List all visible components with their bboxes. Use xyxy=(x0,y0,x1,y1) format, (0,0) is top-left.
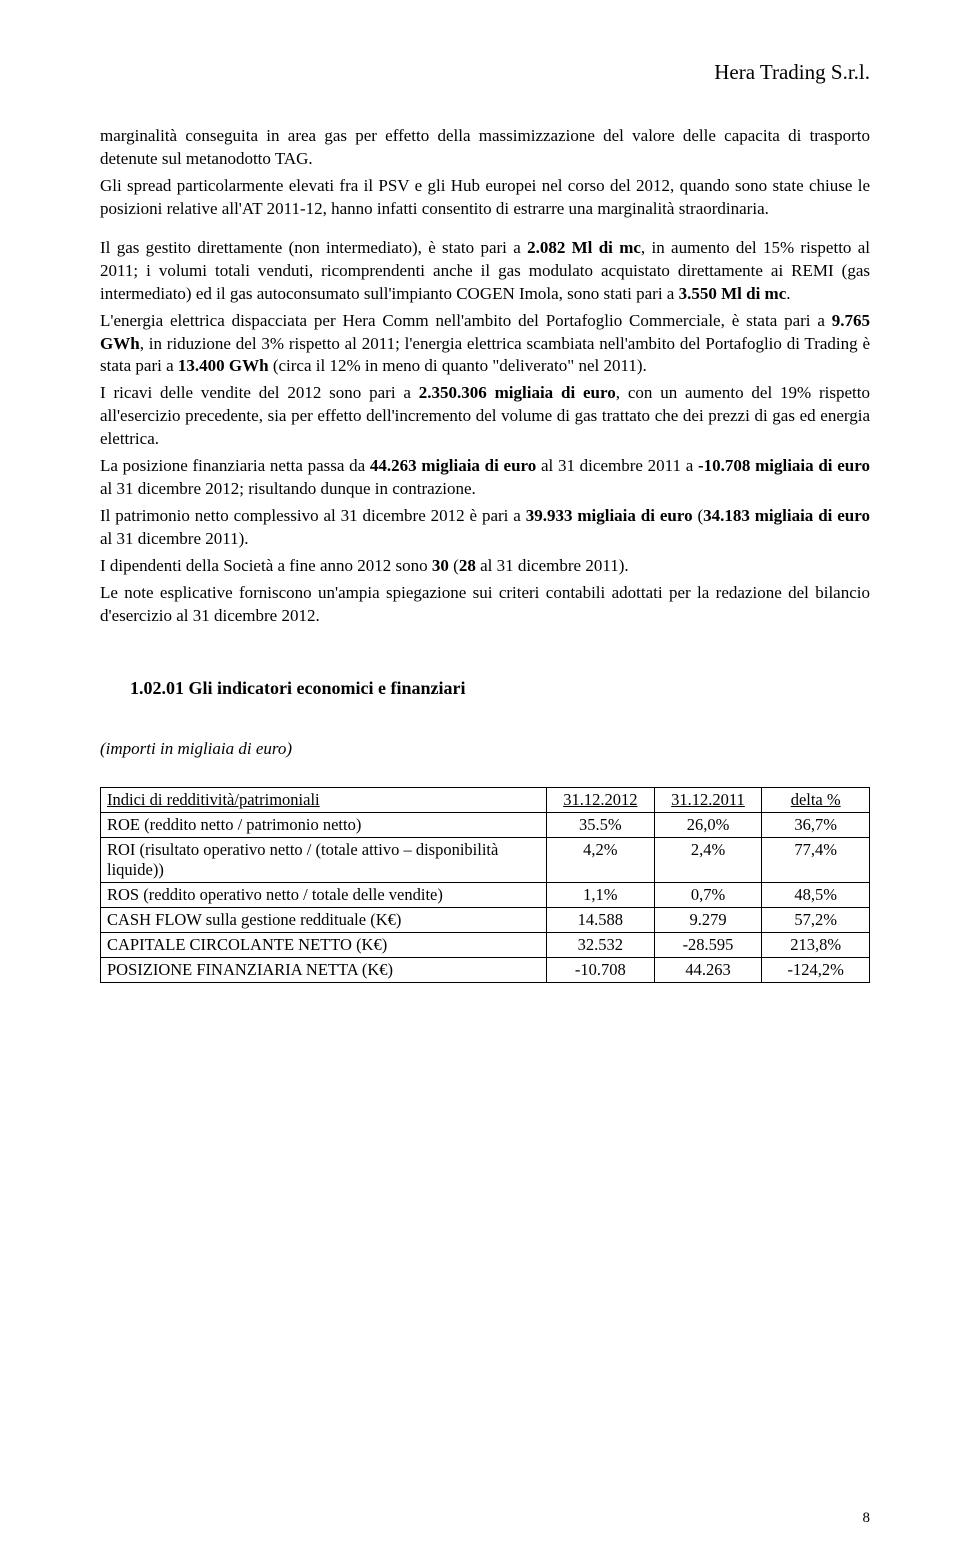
paragraph-6: La posizione finanziaria netta passa da … xyxy=(100,455,870,501)
value-equity-2012: 39.933 migliaia di euro xyxy=(526,506,693,525)
paragraph-9: Le note esplicative forniscono un'ampia … xyxy=(100,582,870,628)
cell-value: -28.595 xyxy=(654,932,762,957)
text: al 31 dicembre 2011). xyxy=(476,556,629,575)
text: I ricavi delle vendite del 2012 sono par… xyxy=(100,383,419,402)
table-header-row: Indici di redditività/patrimoniali 31.12… xyxy=(101,787,870,812)
text: La posizione finanziaria netta passa da xyxy=(100,456,370,475)
cell-label: ROI (risultato operativo netto / (totale… xyxy=(101,837,547,882)
cell-label: POSIZIONE FINANZIARIA NETTA (K€) xyxy=(101,957,547,982)
cell-value: 48,5% xyxy=(762,882,870,907)
paragraph-8: I dipendenti della Società a fine anno 2… xyxy=(100,555,870,578)
cell-value: 57,2% xyxy=(762,907,870,932)
cell-label: ROE (reddito netto / patrimonio netto) xyxy=(101,812,547,837)
table-row: ROS (reddito operativo netto / totale de… xyxy=(101,882,870,907)
text: I dipendenti della Società a fine anno 2… xyxy=(100,556,432,575)
paragraph-2: Gli spread particolarmente elevati fra i… xyxy=(100,175,870,221)
value-energy-trading: 13.400 GWh xyxy=(178,356,269,375)
header-col3: delta % xyxy=(762,787,870,812)
cell-value: 14.588 xyxy=(547,907,655,932)
cell-value: 35.5% xyxy=(547,812,655,837)
table-row: POSIZIONE FINANZIARIA NETTA (K€) -10.708… xyxy=(101,957,870,982)
cell-label: CAPITALE CIRCOLANTE NETTO (K€) xyxy=(101,932,547,957)
value-equity-2011: 34.183 migliaia di euro xyxy=(703,506,870,525)
cell-value: 36,7% xyxy=(762,812,870,837)
value-gas-total: 3.550 Ml di mc xyxy=(679,284,787,303)
table-row: ROE (reddito netto / patrimonio netto) 3… xyxy=(101,812,870,837)
cell-label: CASH FLOW sulla gestione reddituale (K€) xyxy=(101,907,547,932)
text: Il patrimonio netto complessivo al 31 di… xyxy=(100,506,526,525)
section-heading: 1.02.01 Gli indicatori economici e finan… xyxy=(130,678,870,699)
indices-table: Indici di redditività/patrimoniali 31.12… xyxy=(100,787,870,983)
table-row: ROI (risultato operativo netto / (totale… xyxy=(101,837,870,882)
company-header: Hera Trading S.r.l. xyxy=(100,60,870,85)
text: ( xyxy=(693,506,704,525)
header-col2: 31.12.2011 xyxy=(654,787,762,812)
cell-value: 213,8% xyxy=(762,932,870,957)
value-employees-2012: 30 xyxy=(432,556,449,575)
text: . xyxy=(786,284,790,303)
cell-value: 77,4% xyxy=(762,837,870,882)
paragraph-3: Il gas gestito direttamente (non interme… xyxy=(100,237,870,306)
text: al 31 dicembre 2011). xyxy=(100,529,249,548)
cell-value: 0,7% xyxy=(654,882,762,907)
paragraph-4: L'energia elettrica dispacciata per Hera… xyxy=(100,310,870,379)
text: al 31 dicembre 2011 a xyxy=(536,456,698,475)
cell-value: 4,2% xyxy=(547,837,655,882)
cell-value: -10.708 xyxy=(547,957,655,982)
table-row: CASH FLOW sulla gestione reddituale (K€)… xyxy=(101,907,870,932)
paragraph-7: Il patrimonio netto complessivo al 31 di… xyxy=(100,505,870,551)
table-note: (importi in migliaia di euro) xyxy=(100,739,870,759)
text: L'energia elettrica dispacciata per Hera… xyxy=(100,311,832,330)
text: ( xyxy=(449,556,459,575)
cell-value: 9.279 xyxy=(654,907,762,932)
text: Il gas gestito direttamente (non interme… xyxy=(100,238,527,257)
value-revenue: 2.350.306 migliaia di euro xyxy=(419,383,616,402)
value-employees-2011: 28 xyxy=(459,556,476,575)
header-label: Indici di redditività/patrimoniali xyxy=(101,787,547,812)
text: al 31 dicembre 2012; risultando dunque i… xyxy=(100,479,476,498)
value-pfn-2012: -10.708 migliaia di euro xyxy=(698,456,870,475)
table-row: CAPITALE CIRCOLANTE NETTO (K€) 32.532 -2… xyxy=(101,932,870,957)
cell-value: -124,2% xyxy=(762,957,870,982)
paragraph-5: I ricavi delle vendite del 2012 sono par… xyxy=(100,382,870,451)
value-pfn-2011: 44.263 migliaia di euro xyxy=(370,456,536,475)
body-text: marginalità conseguita in area gas per e… xyxy=(100,125,870,628)
cell-value: 32.532 xyxy=(547,932,655,957)
text: (circa il 12% in meno di quanto "deliver… xyxy=(269,356,647,375)
cell-value: 26,0% xyxy=(654,812,762,837)
header-col1: 31.12.2012 xyxy=(547,787,655,812)
page-number: 8 xyxy=(863,1510,871,1527)
value-gas-direct: 2.082 Ml di mc xyxy=(527,238,641,257)
cell-label: ROS (reddito operativo netto / totale de… xyxy=(101,882,547,907)
cell-value: 1,1% xyxy=(547,882,655,907)
cell-value: 2,4% xyxy=(654,837,762,882)
cell-value: 44.263 xyxy=(654,957,762,982)
paragraph-1: marginalità conseguita in area gas per e… xyxy=(100,125,870,171)
